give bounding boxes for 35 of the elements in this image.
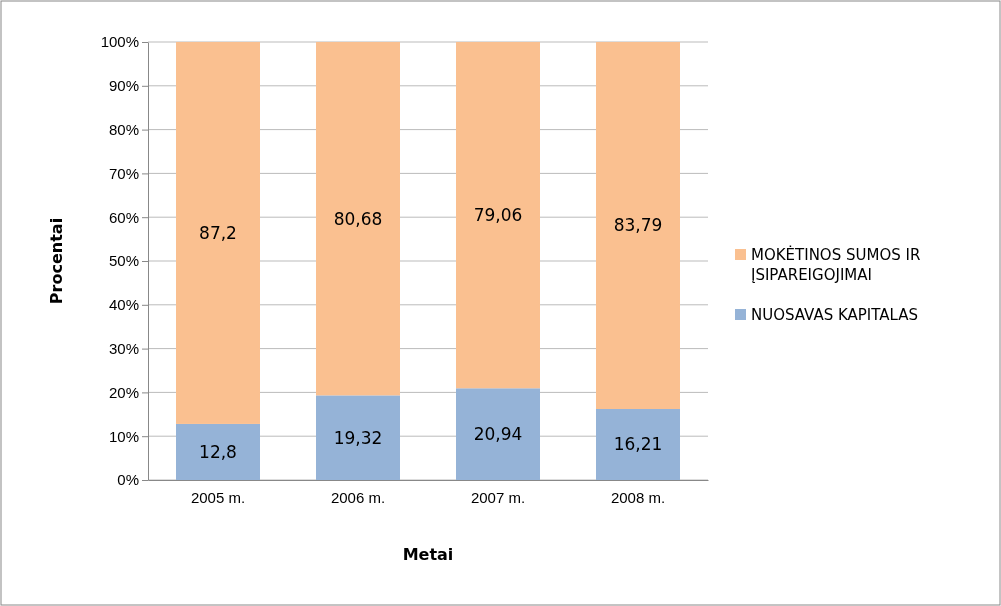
y-tick-label: 50%: [108, 252, 139, 270]
bar: [316, 395, 400, 480]
data-label: 16,21: [613, 434, 663, 455]
y-tick-label: 100%: [100, 33, 139, 51]
x-axis-title: Metai: [402, 545, 454, 564]
data-label: 87,2: [199, 222, 237, 243]
bar: [456, 388, 540, 480]
y-axis-title: Procentai: [47, 217, 66, 305]
data-label: 83,79: [613, 215, 663, 236]
y-tick-label: 90%: [108, 77, 139, 95]
y-tick-label: 70%: [108, 164, 139, 182]
data-label: 19,32: [333, 427, 383, 448]
bar: [176, 42, 260, 424]
data-label: 20,94: [473, 424, 523, 445]
y-tick-label: 10%: [108, 427, 139, 445]
x-tick-label: 2005 m.: [190, 488, 246, 506]
bar: [456, 42, 540, 389]
y-tick-label: 60%: [108, 208, 139, 226]
x-tick-label: 2008 m.: [610, 488, 666, 506]
bar: [316, 42, 400, 396]
data-label: 79,06: [473, 205, 523, 226]
legend-label: NUOSAVAS KAPITALAS: [751, 306, 919, 325]
y-tick-label: 20%: [108, 383, 139, 401]
y-tick-label: 30%: [108, 339, 139, 357]
bar: [596, 42, 680, 409]
x-tick-label: 2007 m.: [470, 488, 526, 506]
y-tick-label: 80%: [108, 120, 139, 138]
data-label: 80,68: [333, 208, 383, 229]
legend-label: MOKĖTINOS SUMOS IR ĮSIPAREIGOJIMAI: [751, 245, 921, 284]
y-tick-label: 40%: [108, 296, 139, 314]
data-label: 12,8: [199, 441, 237, 462]
bar: [596, 409, 680, 480]
y-tick-label: 0%: [117, 471, 139, 489]
x-tick-label: 2006 m.: [330, 488, 386, 506]
bar: [176, 423, 260, 480]
